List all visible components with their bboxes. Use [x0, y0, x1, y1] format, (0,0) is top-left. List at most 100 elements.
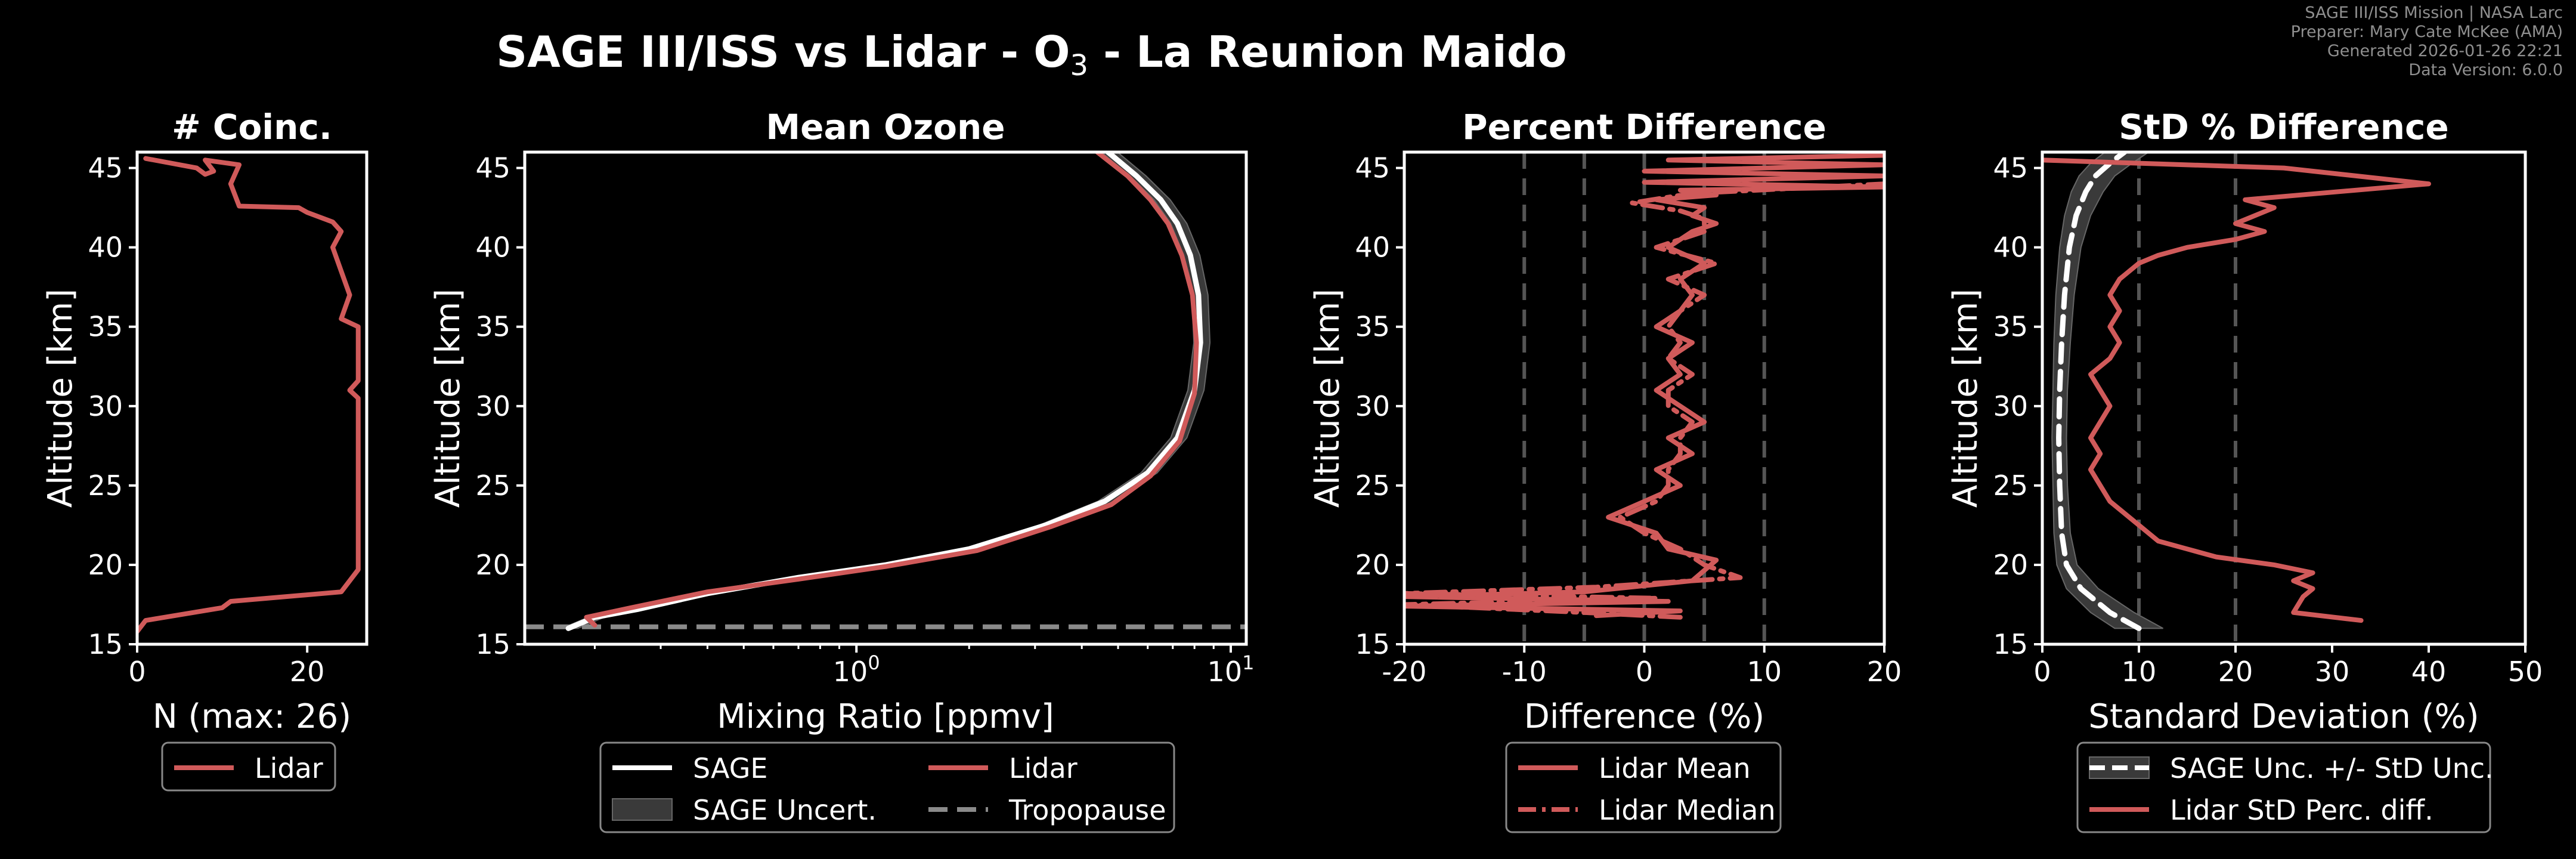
figure-metadata: SAGE III/ISS Mission | NASA Larc Prepare…: [2291, 4, 2563, 80]
legend: SAGE SAGE Uncert. Lidar Tropopause: [599, 741, 1175, 833]
meta-line-version: Data Version: 6.0.0: [2408, 61, 2563, 79]
y-tick-label: 35: [1993, 311, 2028, 343]
x-tick-label: 40: [2411, 656, 2447, 688]
legend-label: Lidar Median: [1599, 794, 1776, 826]
x-tick-label: 20: [2218, 656, 2253, 688]
x-axis-label: N (max: 26): [153, 697, 351, 736]
y-tick-label: 35: [88, 311, 123, 343]
y-tick-label: 40: [88, 231, 123, 264]
figure-title-subscript: 3: [1070, 49, 1088, 82]
x-tick-label: 10: [2122, 656, 2157, 688]
plot-area: [1404, 152, 1884, 644]
y-tick-label: 40: [1993, 231, 2028, 264]
legend-item: Lidar Mean: [1518, 752, 1751, 784]
x-axis-label: Difference (%): [1524, 697, 1764, 736]
y-axis-label: Altitude [km]: [41, 289, 80, 508]
x-tick-label: 0: [2033, 656, 2051, 688]
x-axis-label: Mixing Ratio [ppmv]: [717, 697, 1054, 736]
series-line-lidar-median: [1404, 181, 1884, 620]
y-axis-label: Altitude [km]: [1946, 289, 1985, 508]
legend-frame: [599, 741, 1175, 833]
legend-label: SAGE Uncert.: [693, 794, 877, 826]
x-axis-label: Standard Deviation (%): [2088, 697, 2479, 736]
legend-swatch: [612, 798, 673, 821]
y-tick-label: 15: [475, 628, 510, 660]
y-tick-label: 20: [88, 549, 123, 581]
legend-item: SAGE: [612, 752, 767, 784]
series-line-sage-unc-std-unc-: [2056, 152, 2142, 631]
panels: 15 20 25 30 35 40 45 0 20 # Coinc. N (max: 26) Alti…: [41, 107, 2543, 833]
legend-item: Lidar: [174, 752, 323, 784]
x-tick-label: 101: [1208, 651, 1255, 688]
meta-line-mission: SAGE III/ISS Mission | NASA Larc: [2305, 4, 2563, 22]
y-tick-label: 30: [88, 390, 123, 422]
y-tick-label: 45: [88, 152, 123, 184]
legend: Lidar Mean Lidar Median: [1505, 741, 1782, 833]
meta-line-generated: Generated 2026-01-26 22:21: [2327, 42, 2563, 60]
y-tick-label: 35: [475, 311, 510, 343]
x-tick-label: -10: [1502, 656, 1547, 688]
legend-label: Lidar: [1009, 752, 1078, 784]
panel-1: 15 20 25 30 35 40 45 0 20 # Coinc. N (max: 26) Alti…: [41, 107, 369, 792]
uncertainty-band: [2051, 152, 2163, 629]
plot-area: [2042, 152, 2431, 644]
legend-label: SAGE: [693, 752, 767, 784]
y-tick-label: 15: [88, 628, 123, 660]
y-tick-label: 15: [1993, 628, 2028, 660]
axes-frame: [135, 150, 369, 646]
series-line-lidar: [137, 156, 361, 634]
x-tick-exponent: 0: [868, 651, 880, 674]
meta-line-preparer: Preparer: Mary Cate McKee (AMA): [2290, 23, 2563, 41]
legend-label: Lidar Mean: [1599, 752, 1751, 784]
y-tick-label: 20: [1993, 549, 2028, 581]
y-tick-label: 30: [1993, 390, 2028, 422]
legend: Lidar: [161, 741, 336, 792]
panel-title: # Coinc.: [172, 107, 332, 147]
panel-title: Mean Ozone: [766, 107, 1005, 147]
y-tick-label: 40: [1355, 231, 1390, 264]
legend-label: Tropopause: [1008, 794, 1166, 826]
panel-3: 15 20 25 30 35 40 45 -20 -10 0 10 20 Percent Differe…: [1308, 107, 1902, 833]
x-tick-label: 20: [1867, 656, 1902, 688]
figure-title-rest: - La Reunion Maido: [1088, 27, 1567, 77]
axes-frame: [2041, 150, 2527, 646]
y-tick-label: 25: [475, 469, 510, 502]
series-line-lidar-mean: [1404, 153, 1884, 619]
y-axis-label: Altitude [km]: [429, 289, 467, 508]
panel-title: StD % Difference: [2119, 107, 2448, 147]
plot-area: [137, 156, 361, 634]
y-tick-label: 25: [1355, 469, 1390, 502]
y-axis-label: Altitude [km]: [1308, 289, 1347, 508]
y-tick-label: 20: [1355, 549, 1390, 581]
legend-item: Lidar Median: [1518, 794, 1776, 826]
figure-title-main: SAGE III/ISS vs Lidar - O: [496, 27, 1070, 77]
x-tick-label: 0: [1636, 656, 1653, 688]
x-tick-exponent: 1: [1242, 651, 1254, 674]
legend-frame: [161, 741, 336, 792]
panel-title: Percent Difference: [1462, 107, 1826, 147]
legend-label: SAGE Unc. +/- StD Unc.: [2170, 752, 2494, 784]
axes-frame: [523, 150, 1248, 646]
y-tick-label: 20: [475, 549, 510, 581]
legend-frame: [1505, 741, 1782, 833]
legend-item: SAGE Uncert.: [612, 794, 877, 826]
series-line-lidar: [584, 152, 1199, 628]
figure-title: SAGE III/ISS vs Lidar - O3 - La Reunion …: [496, 27, 1566, 82]
y-tick-label: 35: [1355, 311, 1390, 343]
series-line-lidar-std-perc-diff-: [2042, 157, 2431, 623]
legend-label: Lidar StD Perc. diff.: [2170, 794, 2433, 826]
x-tick-label: 0: [128, 656, 145, 688]
y-tick-label: 30: [1355, 390, 1390, 422]
y-tick-label: 45: [1993, 152, 2028, 184]
y-tick-label: 40: [475, 231, 510, 264]
y-tick-label: 25: [1993, 469, 2028, 502]
y-tick-label: 45: [475, 152, 510, 184]
y-tick-label: 15: [1355, 628, 1390, 660]
plot-area: [525, 152, 1246, 631]
legend-item: SAGE Unc. +/- StD Unc.: [2089, 752, 2494, 784]
x-tick-label: 30: [2315, 656, 2350, 688]
legend-item: Lidar StD Perc. diff.: [2089, 794, 2433, 826]
legend: SAGE Unc. +/- StD Unc. Lidar StD Perc. di…: [2076, 741, 2494, 833]
